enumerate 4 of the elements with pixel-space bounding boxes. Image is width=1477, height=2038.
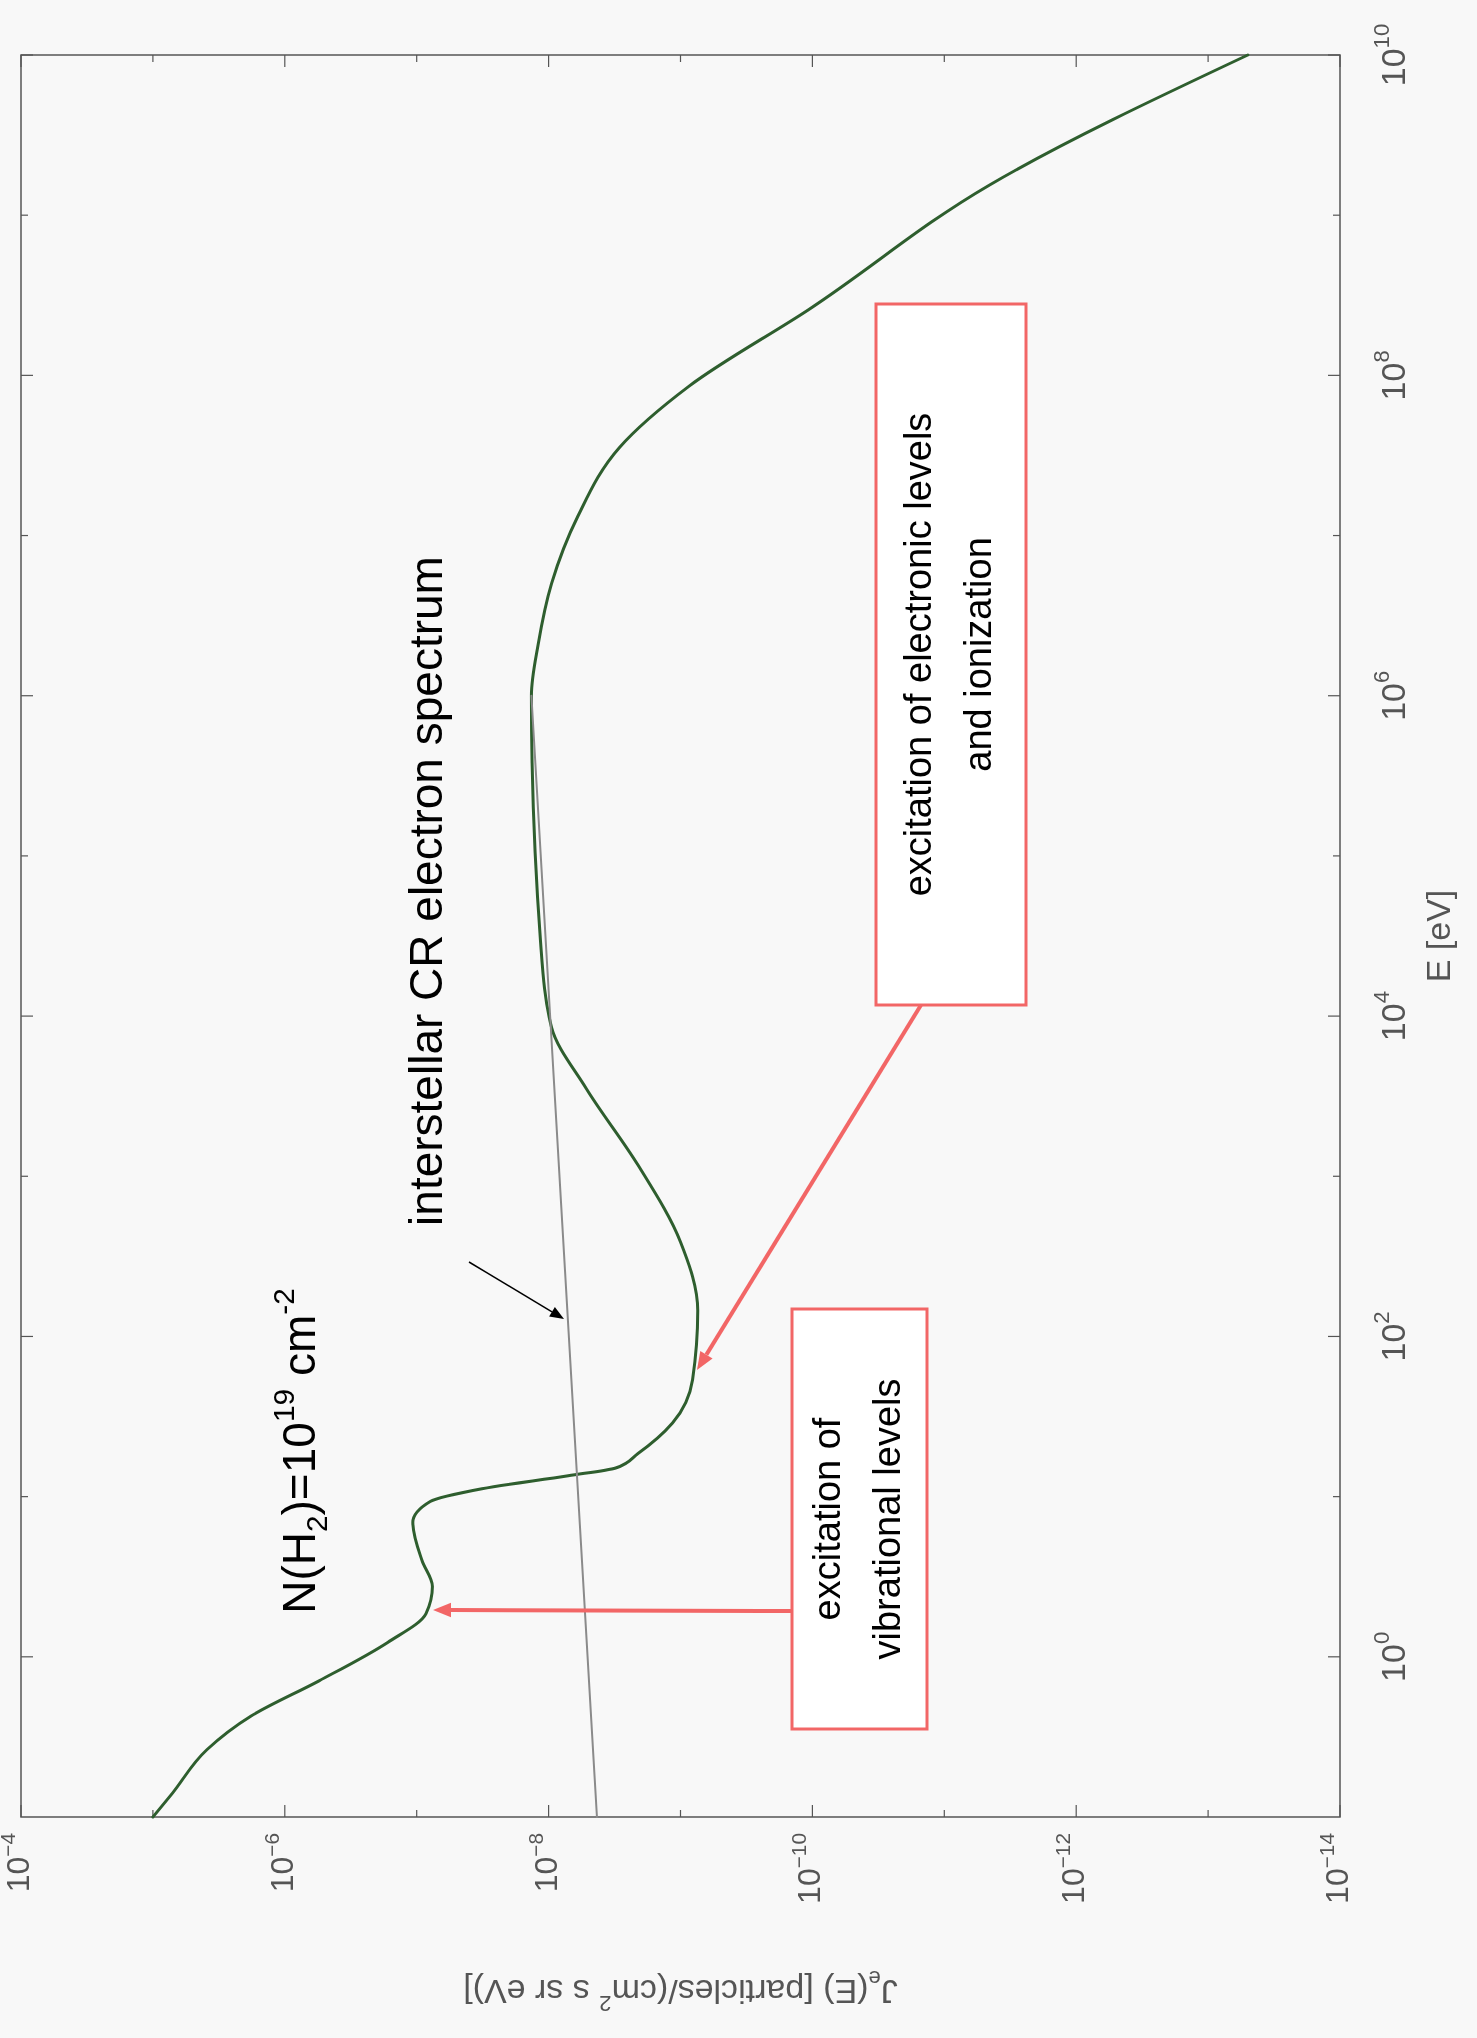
- annotation: excitation of electronic levels and ionization: [897, 412, 1000, 897]
- annotation: excitation of vibrational levels: [805, 1378, 908, 1660]
- y-axis-title: E [eV]: [1419, 889, 1457, 983]
- annotation: interstellar CR electron spectrum: [400, 556, 453, 1226]
